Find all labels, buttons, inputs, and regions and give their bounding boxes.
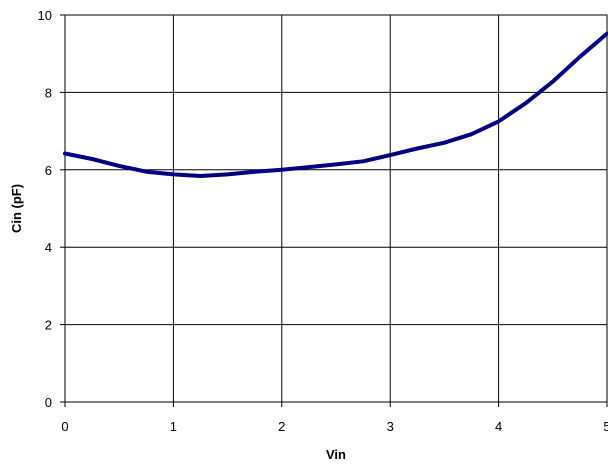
x-tick-label: 4 [495,419,502,434]
y-tick-label: 10 [38,8,52,23]
x-axis-label: Vin [326,447,346,462]
y-tick-label: 8 [45,85,52,100]
x-tick-label: 5 [603,419,608,434]
y-tick-label: 6 [45,163,52,178]
grid [64,14,608,403]
series-layer [63,31,608,178]
x-tick-label: 1 [170,419,177,434]
y-tick-label: 2 [45,318,52,333]
x-tick-label: 3 [387,419,394,434]
y-tick-label: 0 [45,395,52,410]
x-axis-ticks: 0 1 2 3 4 5 [61,402,608,434]
y-axis-ticks: 0 2 4 6 8 10 [38,8,65,410]
x-tick-label: 0 [61,419,68,434]
y-axis-label: Cin (pF) [9,184,24,233]
x-tick-label: 2 [278,419,285,434]
series-line [63,31,608,178]
plot-area [64,14,608,403]
y-tick-label: 4 [45,240,52,255]
